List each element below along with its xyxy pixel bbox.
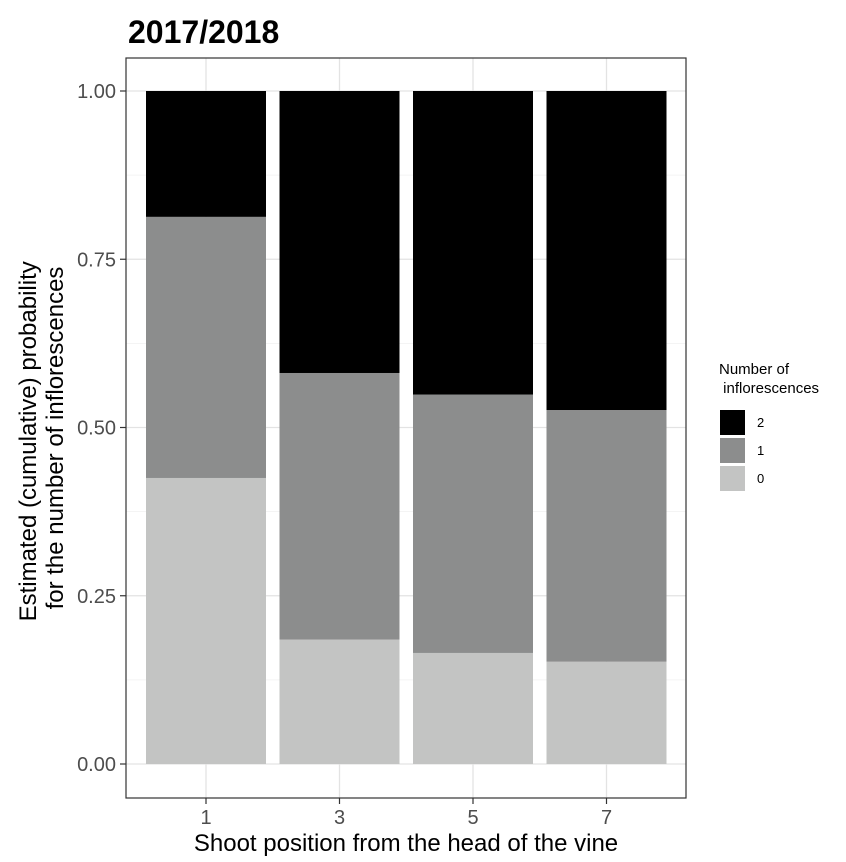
legend-title-line-1: Number of <box>719 361 790 378</box>
y-tick-label: 0.50 <box>77 418 116 440</box>
y-tick-label: 0.25 <box>77 586 116 608</box>
bars-group <box>146 91 667 764</box>
x-tick-label: 5 <box>467 807 478 829</box>
bar-segment-5-2 <box>413 91 533 395</box>
chart-title: 2017/2018 <box>128 14 279 50</box>
legend-items: 2 1 0 <box>720 410 764 491</box>
bar-segment-7-1 <box>546 410 667 662</box>
y-tick-label: 1.00 <box>77 81 116 103</box>
bar-segment-3-2 <box>279 91 400 373</box>
x-tick-label: 7 <box>601 807 612 829</box>
y-tick-label: 0.75 <box>77 249 116 271</box>
legend-label-2: 2 <box>757 415 764 430</box>
bar-segment-3-0 <box>279 639 400 764</box>
bar-segment-5-1 <box>413 394 533 653</box>
x-tick-label: 1 <box>200 807 211 829</box>
y-axis-title-line-1: Estimated (cumulative) probability <box>15 261 42 621</box>
bar-segment-7-2 <box>546 91 667 411</box>
legend-swatch-2 <box>720 410 745 435</box>
legend-label-0: 0 <box>757 471 764 486</box>
legend-swatch-1 <box>720 438 745 463</box>
legend-swatch-0 <box>720 466 745 491</box>
bar-segment-1-2 <box>146 91 266 217</box>
bar-segment-3-1 <box>279 372 400 640</box>
legend-title-line-2: inflorescences <box>719 380 819 397</box>
legend: Number of inflorescences 2 1 0 <box>719 361 819 491</box>
bar-segment-7-0 <box>546 661 667 764</box>
x-tick-label: 3 <box>334 807 345 829</box>
y-tick-label: 0.00 <box>77 754 116 776</box>
bar-segment-1-1 <box>146 216 266 478</box>
bar-segment-1-0 <box>146 477 266 764</box>
x-axis: 1 3 5 7 <box>200 798 612 829</box>
y-axis: 0.00 0.25 0.50 0.75 1.00 <box>77 81 126 776</box>
x-axis-title: Shoot position from the head of the vine <box>194 830 618 857</box>
y-axis-title: Estimated (cumulative) probability for t… <box>15 255 69 622</box>
y-axis-title-line-2: for the number of inflorescences <box>42 267 69 610</box>
legend-label-1: 1 <box>757 443 764 458</box>
bar-segment-5-0 <box>413 652 533 764</box>
